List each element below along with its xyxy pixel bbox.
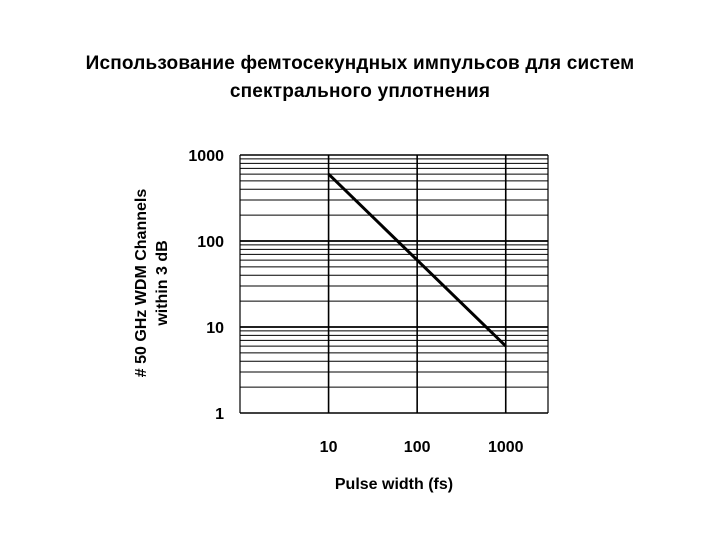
x-tick-label: 1000	[488, 439, 524, 456]
y-tick-label: 1	[215, 406, 224, 423]
y-tick-label: 1000	[188, 148, 224, 165]
x-tick-label: 10	[320, 439, 338, 456]
y-axis-title-line-1: # 50 GHz WDM Channels	[133, 189, 150, 378]
x-tick-label: 100	[404, 439, 431, 456]
slide-title: Использование фемтосекундных импульсов д…	[0, 50, 720, 106]
series-line	[327, 173, 507, 348]
slide-title-line-2: спектрального уплотнения	[229, 81, 491, 102]
x-axis-title: Pulse width (fs)	[335, 476, 453, 493]
series-layer	[327, 173, 507, 348]
y-axis-title-line-2: within 3 dB	[154, 240, 171, 326]
y-tick-label: 10	[206, 320, 224, 337]
tick-labels: 1 10 100 1000 10 100 1000	[188, 148, 523, 456]
grid-layer	[239, 154, 549, 414]
y-tick-label: 100	[197, 234, 224, 251]
slide-title-line-1: Использование фемтосекундных импульсов д…	[85, 53, 635, 74]
